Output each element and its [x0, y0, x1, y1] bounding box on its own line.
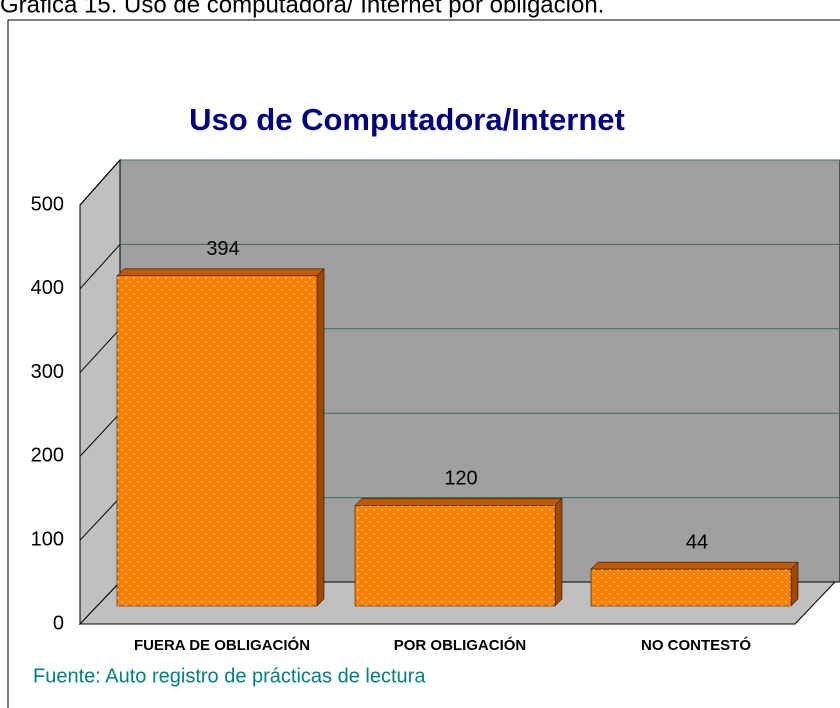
x-tick-label: FUERA DE OBLIGACIÓN [134, 636, 310, 654]
bar-texture [591, 569, 791, 606]
bar-side [316, 268, 325, 607]
grid-line [79, 159, 121, 206]
y-tick-label: 100 [31, 528, 64, 550]
grid-line [79, 412, 121, 457]
y-tick-label: 500 [31, 193, 64, 215]
x-tick-label: POR OBLIGACIÓN [394, 636, 527, 654]
bar-texture [117, 275, 317, 606]
grid-line [79, 244, 121, 290]
bar-side [790, 561, 799, 607]
x-tick-label: NO CONTESTÓ [641, 636, 751, 654]
y-tick-label: 200 [31, 445, 64, 467]
bar-side [554, 497, 563, 607]
grid-line [79, 328, 121, 373]
data-label: 44 [686, 531, 708, 553]
bar-top [116, 268, 325, 277]
bar-top [590, 561, 799, 570]
bar-top [354, 498, 563, 506]
bar-texture [355, 505, 555, 606]
grid-line [79, 497, 121, 541]
chart-title: Uso de Computadora/Internet [189, 102, 625, 137]
y-tick-label: 300 [31, 361, 64, 383]
source: Fuente: Auto registro de prácticas de le… [33, 665, 426, 687]
side-wall [79, 158, 121, 626]
y-tick-label: 0 [53, 612, 64, 634]
frame [7, 19, 840, 708]
header: Gráfica 15. Uso de computadora/ Internet… [0, 0, 604, 18]
data-label: 394 [206, 238, 239, 260]
y-tick-label: 400 [31, 277, 64, 299]
data-label: 120 [444, 468, 477, 490]
